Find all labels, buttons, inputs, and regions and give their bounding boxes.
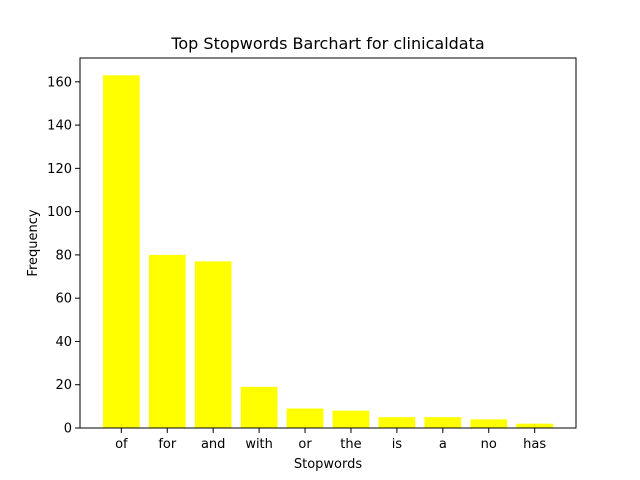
bar-a [424, 417, 462, 428]
bar-for [148, 254, 186, 428]
x-tick-label-or: or [298, 437, 312, 452]
x-tick-label-for: for [158, 437, 177, 452]
bar-no [470, 419, 508, 428]
bar-with [240, 386, 278, 428]
y-tick-label: 80 [55, 248, 72, 263]
x-tick-label-has: has [523, 437, 546, 452]
bar-is [378, 417, 416, 428]
y-axis-ticks: 0 20 40 60 80 100 120 140 160 [47, 75, 80, 437]
x-tick-label-of: of [115, 437, 128, 452]
plot-frame [79, 57, 577, 429]
x-tick-label-with: with [245, 437, 273, 452]
y-axis-label: Frequency [26, 209, 41, 276]
y-tick-label: 120 [47, 162, 72, 177]
y-tick-label: 60 [55, 292, 72, 307]
x-tick-label-is: is [392, 437, 403, 452]
x-axis-label: Stopwords [294, 457, 363, 472]
y-tick-label: 160 [47, 75, 72, 90]
bar-and [194, 261, 232, 428]
x-tick-label-the: the [340, 437, 361, 452]
bar-the [332, 410, 370, 428]
bar-has [516, 423, 554, 428]
bars-group [102, 75, 554, 429]
x-axis-ticks: of for and with or the is a no has [115, 428, 546, 452]
y-tick-label: 140 [47, 119, 72, 134]
x-tick-label-no: no [481, 437, 497, 452]
y-tick-label: 100 [47, 205, 72, 220]
bar-or [286, 408, 324, 428]
x-tick-label-a: a [439, 437, 447, 452]
bar-of [102, 75, 140, 429]
x-tick-label-and: and [201, 437, 225, 452]
y-tick-label: 40 [55, 335, 72, 350]
chart-title: Top Stopwords Barchart for clinicaldata [170, 34, 484, 53]
y-tick-label: 20 [55, 378, 72, 393]
y-tick-label: 0 [64, 422, 72, 437]
